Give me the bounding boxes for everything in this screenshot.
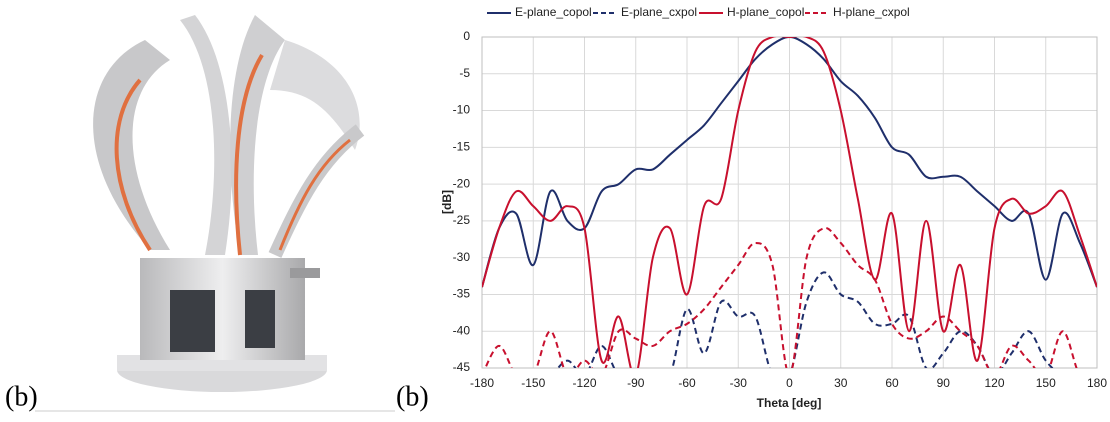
legend-label: E-plane_cxpol [621,5,697,19]
x-tick-label: 150 [1036,376,1056,390]
y-tick-label: -40 [453,323,471,337]
y-tick-label: -35 [453,287,471,301]
y-tick-label: -15 [453,140,471,154]
y-tick-label: -20 [453,176,471,190]
y-axis-label: [dB] [440,190,454,214]
x-tick-label: -60 [678,376,696,390]
x-tick-label: 90 [937,376,951,390]
series-line [482,37,1097,368]
x-tick-label: -120 [572,376,596,390]
y-tick-label: -45 [453,360,471,374]
x-tick-label: -150 [521,376,545,390]
y-tick-label: -25 [453,213,471,227]
y-tick-label: -30 [453,250,471,264]
x-tick-label: 180 [1087,376,1107,390]
x-tick-label: -90 [627,376,645,390]
x-tick-label: 120 [984,376,1004,390]
x-tick-label: 60 [885,376,899,390]
antenna-photo [93,15,365,392]
y-tick-label: -5 [459,66,470,80]
x-tick-label: 30 [834,376,848,390]
x-tick-label: -180 [470,376,494,390]
legend-label: H-plane_copol [727,5,804,19]
x-axis-label: Theta [deg] [757,396,822,410]
figure-label: (b) [5,381,38,412]
y-tick-label: -10 [453,103,471,117]
series-group [482,37,1097,368]
legend-label: E-plane_copol [515,5,592,19]
legend-label: H-plane_cxpol [833,5,910,19]
x-tick-label: 0 [786,376,793,390]
y-tick-label: 0 [463,29,470,43]
figure-label: (b) [396,381,429,412]
x-tick-label: -30 [730,376,748,390]
